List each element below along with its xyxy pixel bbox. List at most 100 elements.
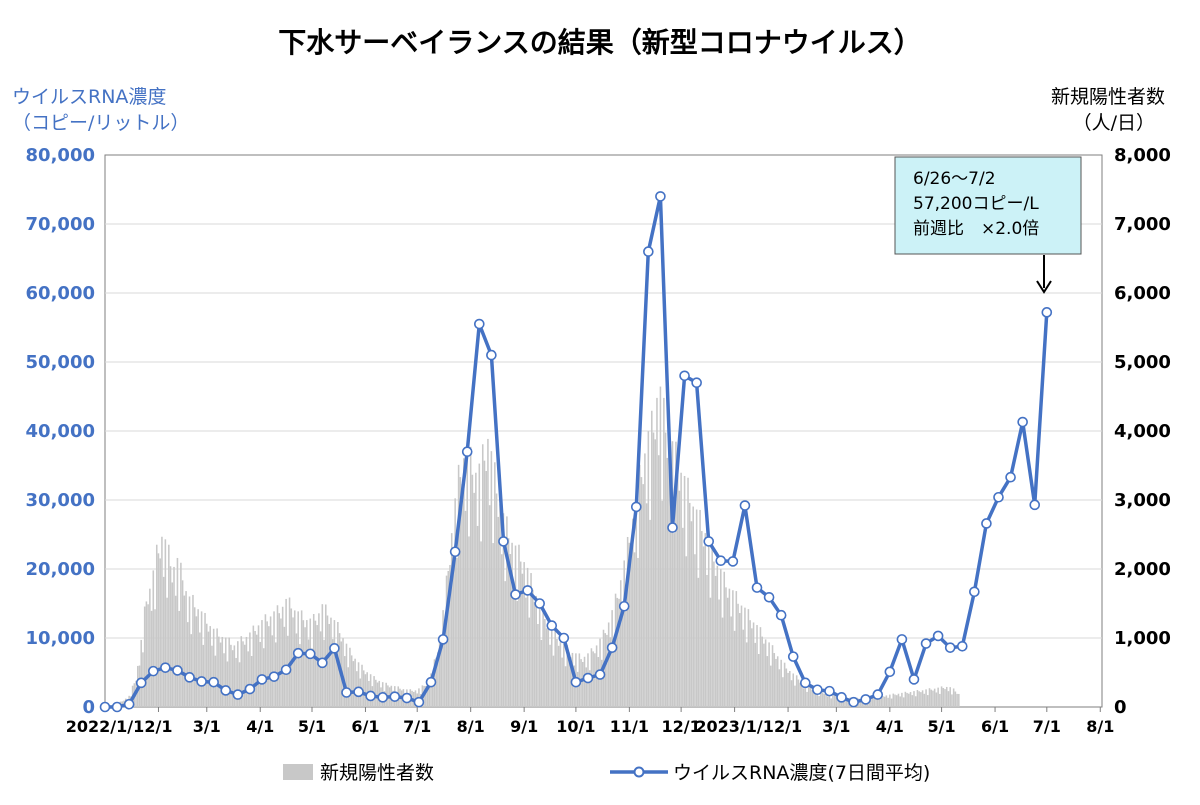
- bar-new-cases: [942, 687, 945, 707]
- bar-new-cases: [268, 626, 270, 707]
- bar-new-cases: [457, 464, 460, 707]
- line-point: [449, 546, 461, 558]
- bar-new-cases: [440, 644, 443, 707]
- bar-new-cases: [178, 610, 180, 707]
- right-tick-label: 6,000: [1114, 283, 1171, 304]
- bar-new-cases: [799, 682, 801, 707]
- bar-new-cases: [328, 623, 331, 707]
- bar-new-cases: [728, 588, 731, 707]
- bar-new-cases: [306, 620, 308, 707]
- bar-new-cases: [362, 670, 365, 707]
- bar-new-cases: [193, 607, 196, 707]
- bar-new-cases: [478, 463, 481, 707]
- bar-new-cases: [892, 693, 895, 707]
- bar-new-cases: [883, 696, 886, 707]
- x-tick-label: 7/1: [1033, 717, 1061, 736]
- bar-new-cases: [361, 664, 363, 707]
- right-tick-label: 8,000: [1114, 145, 1171, 166]
- x-tick-label: 2022/1/1: [66, 717, 144, 736]
- bar-new-cases: [611, 610, 613, 707]
- bar-new-cases: [373, 676, 375, 707]
- bar-new-cases: [438, 636, 441, 707]
- line-point: [691, 377, 702, 389]
- bar-new-cases: [168, 544, 170, 707]
- left-tick-label: 40,000: [26, 421, 95, 442]
- x-tick-label: 7/1: [403, 717, 431, 736]
- line-point: [800, 677, 811, 689]
- bar-new-cases: [716, 565, 719, 707]
- bar-new-cases: [797, 679, 800, 707]
- bar-new-cases: [588, 670, 591, 707]
- legend-line-label: ウイルスRNA濃度(7日間平均): [673, 762, 930, 784]
- line-point: [703, 536, 715, 547]
- bar-new-cases: [904, 691, 907, 707]
- bar-new-cases: [871, 698, 874, 707]
- bar-new-cases: [585, 667, 588, 707]
- bar-new-cases: [140, 639, 142, 707]
- bar-new-cases: [952, 688, 955, 707]
- bar-new-cases: [521, 573, 524, 707]
- bar-new-cases: [776, 656, 779, 707]
- bar-new-cases: [623, 560, 625, 707]
- bar-new-cases: [540, 639, 543, 707]
- bar-new-cases: [554, 629, 556, 707]
- right-axis-ticks: 0 1,000 2,000 3,000 4,000 5,000 6,000 7,000 8,00…: [1114, 145, 1171, 718]
- line-point: [848, 696, 859, 708]
- bar-new-cases: [556, 638, 558, 707]
- bar-new-cases: [945, 686, 948, 707]
- bar-new-cases: [740, 605, 743, 707]
- bar-new-cases: [921, 690, 924, 707]
- line-point: [836, 692, 847, 703]
- bar-new-cases: [302, 620, 305, 707]
- bar-new-cases: [285, 598, 287, 707]
- bar-new-cases: [354, 658, 356, 707]
- bar-new-cases: [833, 695, 836, 707]
- bar-new-cases: [190, 634, 193, 707]
- line-point: [993, 491, 1004, 503]
- bar-new-cases: [499, 504, 501, 707]
- bar-new-cases: [161, 536, 163, 707]
- line-point: [208, 676, 219, 688]
- bar-new-cases: [718, 599, 720, 707]
- line-point: [292, 647, 304, 659]
- bar-new-cases: [532, 589, 534, 707]
- bar-new-cases: [464, 510, 467, 707]
- bar-new-cases: [742, 629, 744, 707]
- bar-new-cases: [664, 432, 667, 707]
- line-point: [956, 640, 968, 652]
- bar-new-cases: [939, 693, 941, 707]
- bar-new-cases: [483, 460, 486, 707]
- bar-new-cases: [345, 643, 348, 707]
- line-point: [630, 501, 642, 513]
- bar-new-cases: [252, 625, 255, 707]
- bar-new-cases: [230, 644, 232, 707]
- bar-new-cases: [666, 457, 669, 707]
- line-point: [184, 672, 195, 683]
- bar-new-cases: [816, 689, 819, 707]
- bar-new-cases: [357, 662, 360, 707]
- bar-new-cases: [949, 687, 951, 707]
- line-point: [147, 665, 159, 677]
- annotation-line1: 6/26〜7/2: [913, 169, 996, 189]
- bar-new-cases: [145, 601, 148, 707]
- line-point: [244, 683, 256, 695]
- bar-new-cases: [657, 455, 660, 707]
- bar-new-cases: [845, 697, 848, 707]
- left-axis-title-line1: ウイルスRNA濃度: [12, 86, 166, 108]
- bar-new-cases: [607, 622, 610, 707]
- line-point: [1017, 416, 1028, 428]
- bar-new-cases: [600, 659, 603, 707]
- x-tick-label: 6/1: [981, 717, 1009, 736]
- bar-new-cases: [801, 681, 803, 707]
- bar-new-cases: [794, 685, 796, 707]
- line-point: [618, 600, 630, 612]
- bar-new-cases: [778, 669, 781, 707]
- left-axis-ticks: 0 10,000 20,000 30,000 40,000 50,000 60,000 70,…: [26, 145, 95, 718]
- bar-new-cases: [927, 695, 929, 707]
- bar-new-cases: [492, 543, 494, 707]
- bar-new-cases: [257, 625, 260, 707]
- bar-new-cases: [775, 658, 777, 707]
- line-point: [667, 522, 678, 533]
- bar-new-cases: [223, 653, 225, 707]
- bar-new-cases: [352, 661, 355, 707]
